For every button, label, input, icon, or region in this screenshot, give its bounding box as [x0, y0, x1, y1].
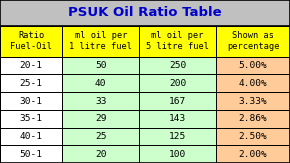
Bar — [139, 110, 216, 128]
Bar — [62, 110, 139, 128]
Bar — [0, 74, 62, 92]
Text: ml oil per
5 litre fuel: ml oil per 5 litre fuel — [146, 31, 209, 51]
Bar — [62, 57, 139, 74]
Bar — [139, 57, 216, 74]
Text: 2.86%: 2.86% — [239, 114, 267, 123]
Text: 33: 33 — [95, 96, 106, 105]
Bar — [62, 26, 139, 57]
Text: 2.00%: 2.00% — [239, 150, 267, 159]
Bar — [62, 92, 139, 110]
Text: 25: 25 — [95, 132, 106, 141]
Bar — [216, 74, 290, 92]
Bar — [139, 128, 216, 145]
Text: ml oil per
1 litre fuel: ml oil per 1 litre fuel — [69, 31, 132, 51]
Bar — [0, 110, 62, 128]
Bar — [62, 128, 139, 145]
Bar — [139, 26, 216, 57]
Text: 35-1: 35-1 — [20, 114, 43, 123]
Bar — [62, 145, 139, 163]
Bar — [216, 128, 290, 145]
Bar — [216, 92, 290, 110]
Bar — [0, 0, 290, 26]
Bar — [216, 26, 290, 57]
Bar — [216, 110, 290, 128]
Text: 167: 167 — [169, 96, 186, 105]
Bar — [139, 145, 216, 163]
Text: 143: 143 — [169, 114, 186, 123]
Text: 40: 40 — [95, 79, 106, 88]
Bar — [216, 145, 290, 163]
Text: 30-1: 30-1 — [20, 96, 43, 105]
Text: 125: 125 — [169, 132, 186, 141]
Text: Shown as
percentage: Shown as percentage — [227, 31, 279, 51]
Text: 20: 20 — [95, 150, 106, 159]
Text: Ratio
Fuel-Oil: Ratio Fuel-Oil — [10, 31, 52, 51]
Text: 100: 100 — [169, 150, 186, 159]
Bar — [0, 57, 62, 74]
Text: 25-1: 25-1 — [20, 79, 43, 88]
Text: 3.33%: 3.33% — [239, 96, 267, 105]
Text: 40-1: 40-1 — [20, 132, 43, 141]
Bar — [0, 92, 62, 110]
Text: 5.00%: 5.00% — [239, 61, 267, 70]
Bar — [216, 57, 290, 74]
Text: 29: 29 — [95, 114, 106, 123]
Bar — [62, 74, 139, 92]
Text: 50: 50 — [95, 61, 106, 70]
Text: 20-1: 20-1 — [20, 61, 43, 70]
Bar — [0, 145, 62, 163]
Text: 50-1: 50-1 — [20, 150, 43, 159]
Bar — [0, 26, 62, 57]
Bar — [0, 128, 62, 145]
Text: PSUK Oil Ratio Table: PSUK Oil Ratio Table — [68, 6, 222, 19]
Text: 200: 200 — [169, 79, 186, 88]
Text: 250: 250 — [169, 61, 186, 70]
Text: 2.50%: 2.50% — [239, 132, 267, 141]
Text: 4.00%: 4.00% — [239, 79, 267, 88]
Bar — [139, 74, 216, 92]
Bar — [139, 92, 216, 110]
